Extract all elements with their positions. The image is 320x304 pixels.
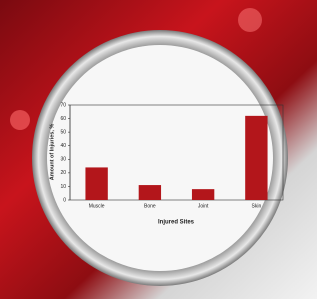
y-tick-label: 70 bbox=[60, 102, 66, 108]
y-tick-label: 20 bbox=[60, 170, 66, 176]
lens bbox=[47, 45, 273, 271]
y-tick-label: 40 bbox=[60, 143, 66, 149]
y-tick-label: 10 bbox=[60, 184, 66, 190]
chart: Injured Sites Amount of Injuries, % 0 10 2… bbox=[0, 0, 317, 299]
y-tick-label: 30 bbox=[60, 157, 66, 163]
y-tick-label: 50 bbox=[60, 129, 66, 135]
bokeh bbox=[238, 8, 262, 32]
bar bbox=[139, 185, 161, 200]
bar bbox=[85, 167, 107, 200]
y-axis-title: Amount of Injuries, % bbox=[49, 124, 55, 181]
x-axis-title: Injured Sites bbox=[158, 220, 195, 226]
page: Injured Sites Amount of Injuries, % 0 10 2… bbox=[0, 0, 317, 299]
x-tick-label: Muscle bbox=[89, 203, 105, 209]
x-tick-label: Skin bbox=[252, 203, 262, 209]
bar bbox=[245, 116, 267, 200]
x-tick-label: Bone bbox=[144, 203, 156, 209]
x-tick-label: Joint bbox=[198, 203, 209, 209]
y-tick-label: 0 bbox=[63, 197, 66, 203]
bar bbox=[192, 189, 214, 200]
y-tick-label: 60 bbox=[60, 116, 66, 122]
bokeh bbox=[10, 110, 30, 130]
